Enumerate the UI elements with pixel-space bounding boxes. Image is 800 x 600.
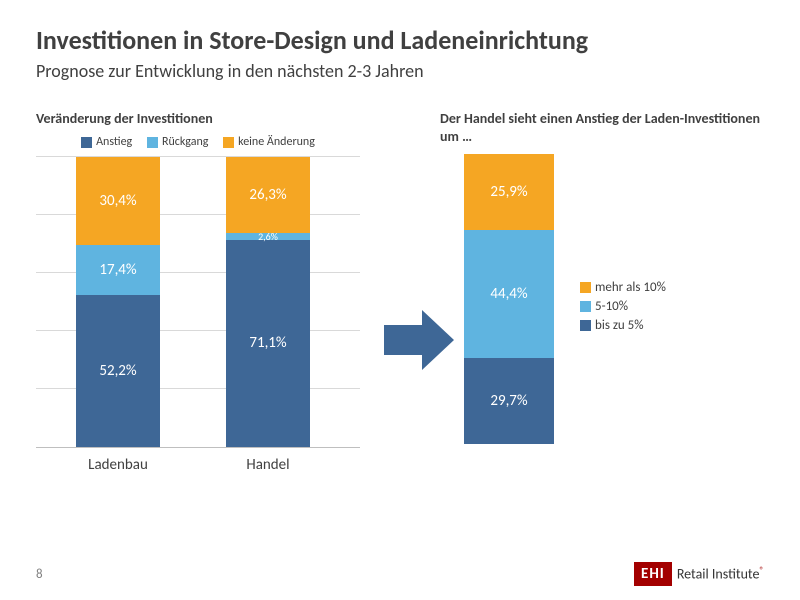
legend-swatch — [580, 282, 591, 293]
left-legend: Anstieg Rückgang keine Änderung — [36, 135, 360, 152]
right-chart-title: Der Handel sieht einen Anstieg der Laden… — [440, 110, 764, 146]
legend-item: Anstieg — [81, 135, 132, 149]
bar-segment: 29,7% — [464, 358, 554, 444]
legend-swatch — [580, 301, 591, 312]
bar-segment: 17,4% — [76, 245, 160, 295]
bar-segment: 2,6% — [226, 233, 310, 241]
bar-segment: 71,1% — [226, 240, 310, 446]
legend-item: bis zu 5% — [580, 318, 666, 333]
slide-title: Investitionen in Store-Design und Ladene… — [36, 24, 764, 56]
right-legend: mehr als 10% 5-10% bis zu 5% — [580, 280, 666, 337]
x-axis-label: Ladenbau — [76, 456, 160, 474]
bar-segment: 25,9% — [464, 154, 554, 229]
bar-segment: 26,3% — [226, 157, 310, 233]
bar-segment: 44,4% — [464, 230, 554, 359]
slide-subtitle: Prognose zur Entwicklung in den nächsten… — [36, 60, 764, 82]
legend-swatch — [580, 320, 591, 331]
legend-swatch — [147, 137, 158, 148]
trademark-icon: ® — [759, 565, 764, 576]
legend-swatch — [81, 137, 92, 148]
slide: Investitionen in Store-Design und Ladene… — [0, 0, 800, 600]
left-plot: 52,2%17,4%30,4%Ladenbau71,1%2,6%26,3%Han… — [36, 158, 360, 448]
logo-text-label: Retail Institute — [677, 566, 760, 583]
page-number: 8 — [36, 567, 43, 582]
logo-abbr: EHI — [634, 562, 672, 586]
legend-label: bis zu 5% — [595, 318, 644, 333]
legend-item: 5-10% — [580, 299, 666, 314]
right-chart-panel: Der Handel sieht einen Anstieg der Laden… — [440, 110, 764, 540]
legend-label: 5-10% — [595, 299, 628, 314]
right-plot: 29,7%44,4%25,9% — [464, 154, 554, 444]
legend-label: Rückgang — [162, 135, 208, 149]
x-axis-label: Handel — [226, 456, 310, 474]
bar-segment: 30,4% — [76, 157, 160, 245]
legend-item: keine Änderung — [223, 135, 315, 149]
legend-label: Anstieg — [96, 135, 132, 149]
legend-item: mehr als 10% — [580, 280, 666, 295]
footer: 8 EHI Retail Institute® — [36, 562, 764, 586]
legend-label: keine Änderung — [238, 135, 315, 149]
left-chart-title: Veränderung der Investitionen — [36, 110, 360, 127]
legend-swatch — [223, 137, 234, 148]
logo: EHI Retail Institute® — [634, 562, 764, 586]
legend-item: Rückgang — [147, 135, 208, 149]
left-chart-panel: Veränderung der Investitionen Anstieg Rü… — [36, 110, 360, 540]
content-area: Veränderung der Investitionen Anstieg Rü… — [36, 110, 764, 540]
logo-text: Retail Institute® — [677, 565, 764, 583]
bar-segment: 52,2% — [76, 295, 160, 446]
legend-label: mehr als 10% — [595, 280, 666, 295]
